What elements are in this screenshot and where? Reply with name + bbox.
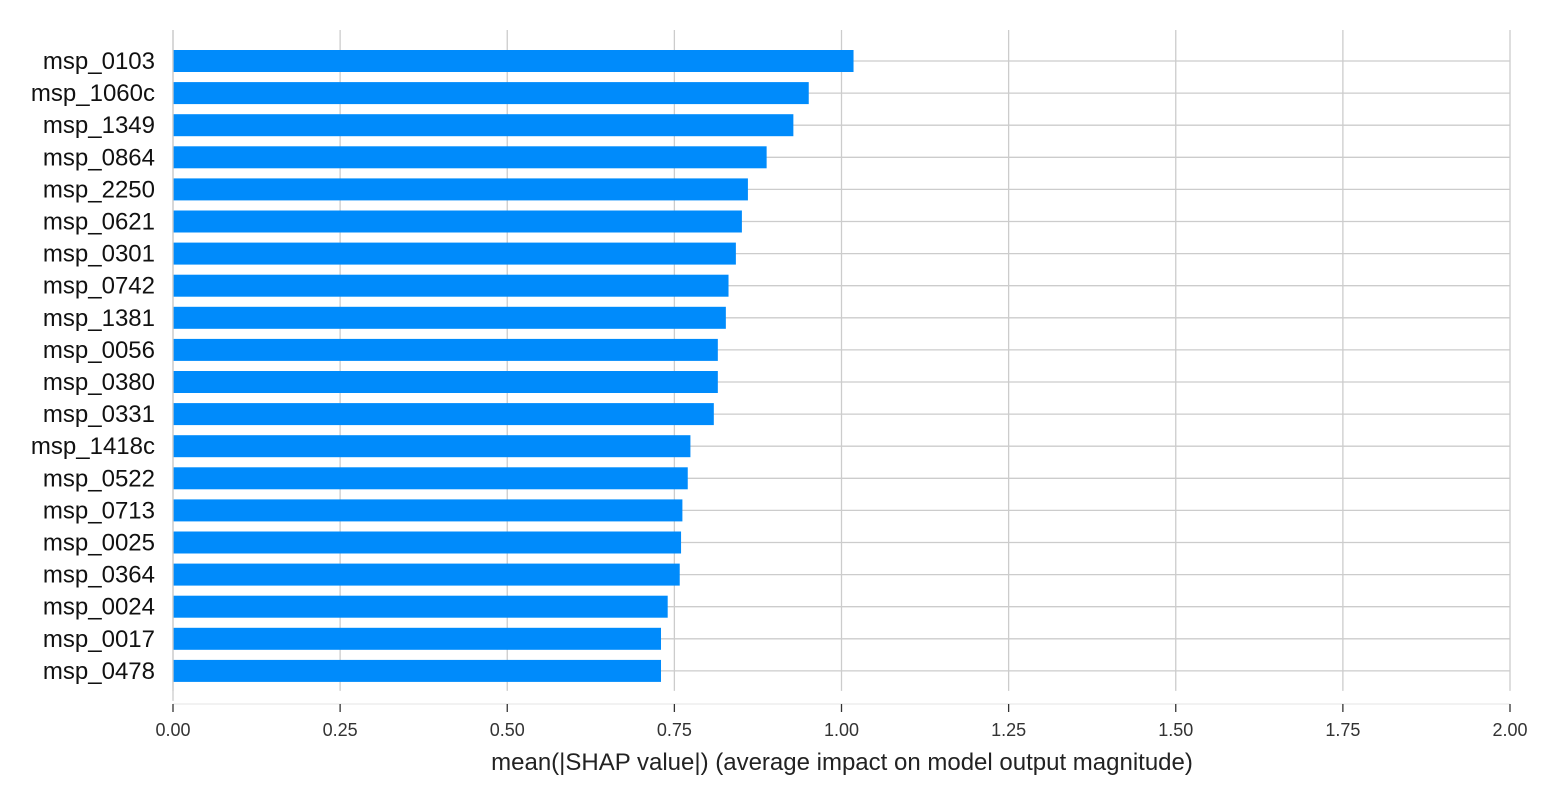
y-tick-label: msp_0331 [43, 401, 155, 428]
bar [173, 403, 714, 426]
y-tick-label: msp_0056 [43, 337, 155, 364]
x-tick-label: 0.50 [490, 720, 525, 740]
y-tick-label: msp_0017 [43, 626, 155, 653]
bar [173, 306, 726, 329]
x-tick-label: 0.25 [323, 720, 358, 740]
y-tick-label: msp_0024 [43, 594, 155, 621]
y-tick-label: msp_0380 [43, 369, 155, 396]
bar [173, 50, 854, 72]
y-tick-labels: msp_0103 msp_1060c msp_1349 msp_0864 msp_225… [31, 48, 155, 685]
bar [173, 242, 736, 265]
x-tick-label: 1.50 [1158, 720, 1193, 740]
bar [173, 338, 718, 361]
x-tick-label: 0.00 [155, 720, 190, 740]
bar [173, 531, 682, 554]
bar [173, 563, 680, 586]
y-tick-label: msp_1349 [43, 112, 155, 139]
y-tick-label: msp_0621 [43, 209, 155, 236]
x-tick-label: 2.00 [1492, 720, 1527, 740]
x-tick-label: 1.25 [991, 720, 1026, 740]
y-tick-label: msp_0364 [43, 562, 155, 589]
y-tick-label: msp_2250 [43, 176, 155, 203]
bar [173, 274, 729, 297]
x-axis-label: mean(|SHAP value|) (average impact on mo… [491, 749, 1193, 776]
y-tick-label: msp_0025 [43, 530, 155, 557]
y-tick-label: msp_1418c [31, 433, 155, 460]
bars-layer [173, 50, 854, 682]
y-tick-label: msp_0713 [43, 497, 155, 524]
bar [173, 659, 662, 682]
bar [173, 210, 742, 233]
bar [173, 467, 688, 490]
bar [173, 114, 794, 137]
x-axis: 0.00 0.25 0.50 0.75 1.00 1.25 1.50 1.75 2.00 [155, 30, 1528, 740]
bar [173, 178, 748, 201]
y-tick-label: msp_0103 [43, 48, 155, 75]
y-tick-label: msp_1381 [43, 305, 155, 332]
x-tick-label: 1.00 [824, 720, 859, 740]
bar [173, 371, 718, 393]
bar [173, 82, 809, 105]
bar [173, 595, 668, 618]
y-tick-label: msp_0301 [43, 241, 155, 268]
y-tick-label: msp_1060c [31, 80, 155, 107]
y-tick-label: msp_0478 [43, 658, 155, 685]
x-tick-label: 1.75 [1325, 720, 1360, 740]
y-tick-label: msp_0522 [43, 465, 155, 492]
y-tick-label: msp_0742 [43, 273, 155, 300]
y-tick-label: msp_0864 [43, 144, 155, 171]
bar [173, 499, 683, 522]
bar [173, 627, 662, 650]
bar [173, 435, 691, 458]
x-tick-label: 0.75 [657, 720, 692, 740]
bar [173, 146, 767, 169]
